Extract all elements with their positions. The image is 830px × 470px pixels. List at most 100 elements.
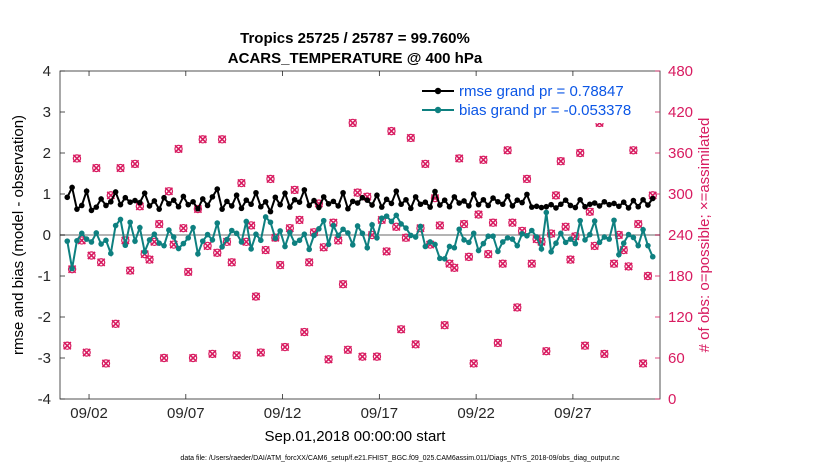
obs-assimilated-point xyxy=(643,271,653,281)
rmse-point xyxy=(325,201,332,207)
rmse-point xyxy=(538,204,545,211)
obs-possible-point xyxy=(184,267,193,277)
obs-assimilated-point xyxy=(372,352,382,361)
rmse-point xyxy=(533,203,540,210)
rmse-point xyxy=(403,196,409,203)
rmse-point xyxy=(137,199,143,206)
x-tick-label: 09/22 xyxy=(457,405,495,422)
rmse-point xyxy=(398,201,404,208)
rmse-point xyxy=(611,200,617,207)
obs-possible-point xyxy=(174,144,183,154)
rmse-point xyxy=(204,202,211,209)
obs-assimilated-point xyxy=(513,303,522,312)
rmse-point xyxy=(408,205,414,212)
obs-possible-point xyxy=(304,258,314,267)
y-tick-label: -2 xyxy=(38,309,51,326)
rmse-point xyxy=(470,191,477,197)
bias-point xyxy=(461,237,467,243)
bias-point xyxy=(243,218,250,225)
obs-assimilated-point xyxy=(522,174,532,184)
bias-point xyxy=(572,240,579,247)
obs-assimilated-point xyxy=(484,249,493,259)
obs-assimilated-point xyxy=(343,345,353,354)
bias-point xyxy=(253,231,259,237)
rmse-point xyxy=(441,197,448,203)
bias-point xyxy=(219,244,225,250)
obs-possible-point xyxy=(556,156,566,166)
obs-possible-point xyxy=(566,255,575,264)
bias-point xyxy=(306,246,312,253)
bias-point xyxy=(504,235,511,241)
rmse-point xyxy=(78,202,85,209)
y-tick-label: -1 xyxy=(38,268,51,285)
obs-assimilated-point xyxy=(551,191,561,200)
obs-possible-point xyxy=(227,258,236,267)
bias-point xyxy=(170,234,177,240)
bias-point xyxy=(301,231,308,237)
obs-possible-point xyxy=(203,241,212,251)
bias-point xyxy=(214,220,221,226)
obs-assimilated-point xyxy=(440,321,449,330)
bias-point xyxy=(291,240,298,246)
x-tick-label: 09/12 xyxy=(264,405,302,422)
bias-point xyxy=(567,236,574,242)
obs-assimilated-point xyxy=(396,325,406,334)
rmse-point xyxy=(630,197,637,204)
rmse-point xyxy=(74,206,80,212)
obs-possible-point xyxy=(87,251,96,260)
rmse-point xyxy=(572,204,579,211)
obs-possible-point xyxy=(411,340,420,349)
chart-title: Tropics 25725 / 25787 = 99.760% xyxy=(240,30,470,47)
obs-possible-point xyxy=(546,229,556,238)
bias-point xyxy=(330,222,337,229)
obs-possible-point xyxy=(513,303,522,312)
rmse-point xyxy=(83,188,90,194)
bias-point xyxy=(582,237,588,243)
bias-point xyxy=(64,238,71,244)
obs-assimilated-point xyxy=(474,210,483,219)
rmse-point xyxy=(156,206,162,212)
obs-possible-point xyxy=(484,249,493,259)
obs-possible-point xyxy=(188,353,198,363)
bias-point xyxy=(451,244,458,251)
bias-point xyxy=(156,240,162,246)
bias-point xyxy=(475,247,482,254)
bias-point xyxy=(267,219,274,226)
rmse-point xyxy=(224,198,230,205)
rmse-point xyxy=(519,199,525,206)
obs-possible-point xyxy=(271,233,280,242)
obs-possible-point xyxy=(300,327,309,337)
bias-point xyxy=(287,229,293,236)
obs-possible-point xyxy=(208,349,217,359)
obs-possible-point xyxy=(643,271,653,281)
rmse-point xyxy=(364,197,371,203)
obs-assimilated-point xyxy=(266,174,275,184)
obs-assimilated-point xyxy=(421,159,430,169)
bias-point xyxy=(161,242,167,249)
obs-assimilated-point xyxy=(382,247,391,256)
obs-possible-point xyxy=(154,219,164,229)
obs-assimilated-point xyxy=(334,236,343,245)
obs-assimilated-point xyxy=(300,327,309,337)
obs-assimilated-point xyxy=(609,259,619,268)
rmse-point xyxy=(88,207,95,214)
bias-point xyxy=(349,242,356,248)
bias-point xyxy=(122,242,129,249)
obs-possible-point xyxy=(575,148,585,158)
obs-possible-point xyxy=(406,133,416,143)
rmse-point xyxy=(301,187,308,193)
obs-assimilated-point xyxy=(542,347,551,356)
rmse-point xyxy=(432,188,438,195)
bias-point xyxy=(616,251,622,258)
rmse-point xyxy=(524,191,530,198)
rmse-point xyxy=(238,205,245,212)
obs-possible-point xyxy=(440,321,449,330)
rmse-point xyxy=(127,199,133,205)
rmse-point xyxy=(195,205,201,212)
bias-point xyxy=(611,217,617,224)
obs-possible-point xyxy=(319,243,328,252)
obs-assimilated-point xyxy=(459,219,469,229)
obs-assimilated-point xyxy=(411,340,420,349)
rmse-point xyxy=(543,203,550,210)
obs-possible-point xyxy=(232,351,241,360)
